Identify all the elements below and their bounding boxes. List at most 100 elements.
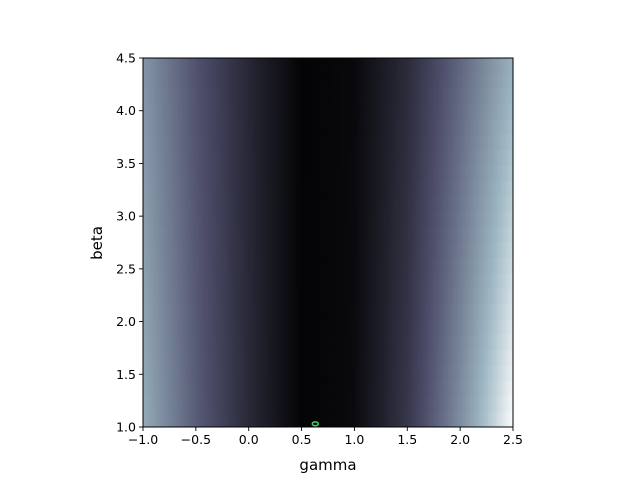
heatmap-cell bbox=[480, 411, 484, 427]
heatmap-cell bbox=[223, 288, 227, 305]
heatmap-cell bbox=[180, 211, 184, 228]
heatmap-cell bbox=[435, 242, 439, 259]
heatmap-cell bbox=[228, 181, 232, 197]
heatmap-cell bbox=[195, 365, 199, 382]
heatmap-cell bbox=[380, 119, 384, 136]
heatmap-cell bbox=[465, 88, 469, 105]
heatmap-cell bbox=[508, 365, 512, 382]
heatmap-cell bbox=[473, 304, 477, 320]
heatmap-cell bbox=[220, 150, 224, 167]
heatmap-cell bbox=[360, 150, 364, 167]
heatmap-cell bbox=[215, 150, 219, 167]
heatmap-cell bbox=[473, 88, 477, 105]
heatmap-cell bbox=[325, 196, 329, 213]
heatmap-cell bbox=[388, 380, 392, 397]
heatmap-cell bbox=[288, 350, 292, 367]
heatmap-cell bbox=[335, 196, 339, 213]
heatmap-cell bbox=[480, 58, 484, 74]
heatmap-cell bbox=[318, 150, 322, 167]
heatmap-cell bbox=[353, 242, 357, 259]
heatmap-cell bbox=[278, 73, 282, 90]
heatmap-cell bbox=[145, 257, 149, 274]
heatmap-cell bbox=[440, 257, 444, 274]
heatmap-cell bbox=[375, 304, 379, 320]
heatmap-cell bbox=[155, 396, 159, 413]
heatmap-cell bbox=[428, 242, 432, 259]
heatmap-cell bbox=[245, 134, 249, 151]
heatmap-cell bbox=[208, 196, 212, 213]
heatmap-cell bbox=[480, 73, 484, 90]
heatmap-cell bbox=[263, 273, 267, 290]
heatmap-cell bbox=[220, 288, 224, 305]
heatmap-cell bbox=[380, 365, 384, 382]
heatmap-cell bbox=[275, 350, 279, 367]
heatmap-cell bbox=[200, 288, 204, 305]
heatmap-cell bbox=[300, 380, 304, 397]
heatmap-cell bbox=[158, 227, 162, 244]
heatmap-cell bbox=[318, 196, 322, 213]
heatmap-cell bbox=[193, 273, 197, 290]
heatmap-cell bbox=[345, 181, 349, 197]
heatmap-cell bbox=[160, 227, 164, 244]
heatmap-cell bbox=[268, 304, 272, 320]
heatmap-cell bbox=[215, 350, 219, 367]
heatmap-cell bbox=[343, 134, 347, 151]
heatmap-cell bbox=[363, 227, 367, 244]
heatmap-cell bbox=[385, 257, 389, 274]
heatmap-cell bbox=[153, 134, 157, 151]
heatmap-cell bbox=[510, 119, 513, 136]
heatmap-cell bbox=[265, 350, 269, 367]
heatmap-cell bbox=[465, 196, 469, 213]
heatmap-cell bbox=[185, 411, 189, 427]
heatmap-cell bbox=[250, 380, 254, 397]
heatmap-cell bbox=[405, 104, 409, 121]
heatmap-cell bbox=[455, 196, 459, 213]
heatmap-cell bbox=[448, 334, 452, 351]
heatmap-cell bbox=[425, 119, 429, 136]
heatmap-cell bbox=[208, 396, 212, 413]
heatmap-cell bbox=[435, 181, 439, 197]
heatmap-cell bbox=[200, 165, 204, 182]
heatmap-cell bbox=[473, 119, 477, 136]
heatmap-cell bbox=[503, 181, 507, 197]
heatmap-cell bbox=[195, 411, 199, 427]
heatmap-cell bbox=[478, 411, 482, 427]
heatmap-cell bbox=[405, 88, 409, 105]
heatmap-cell bbox=[450, 334, 454, 351]
heatmap-cell bbox=[330, 288, 334, 305]
heatmap-cell bbox=[508, 196, 512, 213]
heatmap-cell bbox=[443, 396, 447, 413]
heatmap-cell bbox=[158, 211, 162, 228]
heatmap-cell bbox=[403, 150, 407, 167]
heatmap-cell bbox=[488, 104, 492, 121]
heatmap-cell bbox=[395, 242, 399, 259]
heatmap-cell bbox=[385, 380, 389, 397]
heatmap-cell bbox=[323, 211, 327, 228]
heatmap-cell bbox=[278, 365, 282, 382]
heatmap-cell bbox=[438, 181, 442, 197]
heatmap-cell bbox=[198, 273, 202, 290]
heatmap-cell bbox=[288, 304, 292, 320]
heatmap-cell bbox=[368, 365, 372, 382]
heatmap-cell bbox=[380, 273, 384, 290]
heatmap-cell bbox=[260, 242, 264, 259]
heatmap-cell bbox=[490, 181, 494, 197]
heatmap-cell bbox=[380, 242, 384, 259]
heatmap-cell bbox=[470, 104, 474, 121]
heatmap-cell bbox=[243, 319, 247, 336]
heatmap-cell bbox=[493, 304, 497, 320]
heatmap-cell bbox=[225, 350, 229, 367]
heatmap-cell bbox=[355, 411, 359, 427]
heatmap-cell bbox=[310, 288, 314, 305]
heatmap-cell bbox=[220, 104, 224, 121]
heatmap-cell bbox=[190, 304, 194, 320]
heatmap-cell bbox=[313, 134, 317, 151]
heatmap-cell bbox=[238, 119, 242, 136]
heatmap-cell bbox=[438, 150, 442, 167]
heatmap-cell bbox=[508, 165, 512, 182]
heatmap-cell bbox=[250, 196, 254, 213]
heatmap-cell bbox=[305, 104, 309, 121]
heatmap-cell bbox=[505, 181, 509, 197]
heatmap-cell bbox=[278, 257, 282, 274]
heatmap-cell bbox=[283, 365, 287, 382]
